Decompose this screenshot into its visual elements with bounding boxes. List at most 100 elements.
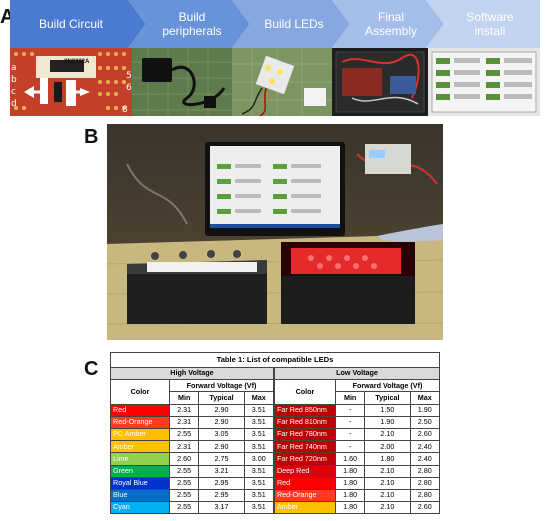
chevron-step-3 <box>232 0 350 48</box>
high-min-cell: 2.31 <box>168 440 200 454</box>
low-min-cell: - <box>334 427 366 442</box>
low-color-cell: Far Red 740nm <box>273 440 336 454</box>
high-color-cell: Blue <box>110 488 170 503</box>
chevron-step-1 <box>10 0 146 48</box>
table-row: Green 2.55 3.21 3.51 Deep Red 1.80 2.10 2.80 <box>110 464 441 478</box>
step-build-leds: Build LEDs <box>246 0 342 48</box>
step-build-circuit: Build Circuit <box>10 0 132 48</box>
svg-text:5: 5 <box>126 71 132 81</box>
high-color-cell: Red-Orange <box>110 415 170 429</box>
low-max-cell: 2.80 <box>409 476 441 490</box>
high-max-header: Max <box>243 391 274 405</box>
chip-label: 2N2222A <box>64 59 90 65</box>
high-max-cell: 3.51 <box>243 427 274 442</box>
svg-text:b: b <box>11 75 17 85</box>
device-setup-photo <box>107 124 443 340</box>
low-color-header: Color <box>273 379 336 405</box>
low-min-cell: - <box>334 440 366 454</box>
compatible-leds-table: Table 1: List of compatible LEDs High Vo… <box>110 352 441 515</box>
high-min-cell: 2.31 <box>168 403 200 417</box>
high-color-cell: PC Amber <box>110 427 170 442</box>
process-chevrons <box>10 0 540 48</box>
low-typ-cell: 2.00 <box>364 440 411 454</box>
low-voltage-header: Low Voltage <box>273 366 441 381</box>
led-table: Table 1: List of compatible LEDs High Vo… <box>110 352 441 515</box>
high-color-cell: Royal Blue <box>110 476 170 490</box>
table-row: Red 2.31 2.90 3.51 Far Red 850nm -1.50 1.90 <box>110 403 441 417</box>
high-color-cell: Green <box>110 464 170 478</box>
high-typ-cell: 3.05 <box>198 427 245 442</box>
low-typ-cell: 2.10 <box>364 488 411 503</box>
software-image <box>428 48 540 116</box>
device-setup-image <box>107 124 443 340</box>
step-build-peripherals: Build peripherals <box>142 0 242 48</box>
high-max-cell: 3.51 <box>243 415 274 429</box>
low-min-cell: 1.80 <box>334 501 366 515</box>
low-color-cell: Red-Orange <box>273 488 336 503</box>
table-body: Red 2.31 2.90 3.51 Far Red 850nm -1.50 1.90 Red… <box>110 403 441 515</box>
high-min-cell: 2.31 <box>168 415 200 429</box>
low-color-cell: Deep Red <box>273 464 336 478</box>
step-label: Final Assembly <box>364 10 417 38</box>
peripherals-photo <box>132 48 232 116</box>
high-typ-cell: 3.17 <box>198 501 245 515</box>
high-typ-cell: 2.90 <box>198 403 245 417</box>
low-max-cell: 2.50 <box>409 415 441 429</box>
table-row: PC Amber 2.55 3.05 3.51 Far Red 780nm -2.10 2.… <box>110 427 441 442</box>
low-color-cell: Far Red 780nm <box>273 427 336 442</box>
table-row: Royal Blue 2.55 2.95 3.51 Red 1.80 2.10 2.80 <box>110 476 441 490</box>
low-min-cell: - <box>334 403 366 417</box>
high-voltage-header: High Voltage <box>110 366 274 381</box>
low-typ-cell: 2.10 <box>364 476 411 490</box>
low-max-cell: 1.90 <box>409 403 441 417</box>
low-max-cell: 2.80 <box>409 488 441 503</box>
panel-label-b: B <box>84 126 99 148</box>
chevron-step-5 <box>426 0 540 48</box>
step-label: Build Circuit <box>38 17 104 31</box>
table-row: Cyan 2.55 3.17 3.51 Amber 1.80 2.10 2.60 <box>110 501 441 515</box>
low-min-cell: 1.60 <box>334 452 366 466</box>
low-typ-cell: 1.50 <box>364 403 411 417</box>
table-row: Amber 2.31 2.90 3.51 Far Red 740nm -2.00 2.40 <box>110 440 441 454</box>
low-min-cell: - <box>334 415 366 429</box>
high-typical-header: Typical <box>198 391 245 405</box>
high-max-cell: 3.51 <box>243 464 274 478</box>
low-typ-cell: 2.10 <box>364 427 411 442</box>
chevron-step-2 <box>128 0 250 48</box>
low-color-cell: Red <box>273 476 336 490</box>
low-max-cell: 2.80 <box>409 464 441 478</box>
high-vf-header: Forward Voltage (Vf) <box>169 379 274 393</box>
table-row: Lime 2.60 2.75 3.00 Far Red 720nm 1.60 1.80 2.4… <box>110 452 441 466</box>
high-typ-cell: 3.21 <box>198 464 245 478</box>
high-color-header: Color <box>110 379 170 405</box>
low-min-cell: 1.80 <box>334 476 366 490</box>
low-max-cell: 2.60 <box>409 501 441 515</box>
high-max-cell: 3.00 <box>243 452 274 466</box>
step-label: Software install <box>466 10 514 38</box>
low-vf-header: Forward Voltage (Vf) <box>334 379 441 393</box>
high-typ-cell: 2.90 <box>198 415 245 429</box>
column-gap <box>272 391 275 405</box>
high-max-cell: 3.51 <box>243 403 274 417</box>
svg-text:c: c <box>11 87 16 97</box>
high-min-cell: 2.55 <box>168 488 200 503</box>
high-color-cell: Amber <box>110 440 170 454</box>
low-color-cell: Amber <box>273 501 336 515</box>
leds-photo <box>232 48 332 116</box>
step-software-install: Software install <box>442 0 538 48</box>
svg-text:8: 8 <box>122 105 128 115</box>
high-min-cell: 2.55 <box>168 476 200 490</box>
low-typical-header: Typical <box>364 391 411 405</box>
step-label: Build LEDs <box>264 17 324 31</box>
table-row: Red-Orange 2.31 2.90 3.51 Far Red 810nm -1.90… <box>110 415 441 429</box>
low-color-cell: Far Red 810nm <box>273 415 336 429</box>
low-typ-cell: 1.80 <box>364 452 411 466</box>
high-color-cell: Cyan <box>110 501 170 515</box>
high-typ-cell: 2.95 <box>198 476 245 490</box>
low-color-cell: Far Red 850nm <box>273 403 336 417</box>
process-flow: Build Circuit Build peripherals Build LE… <box>10 0 540 48</box>
leds-image <box>232 48 332 116</box>
final-assembly-photo <box>332 48 428 116</box>
